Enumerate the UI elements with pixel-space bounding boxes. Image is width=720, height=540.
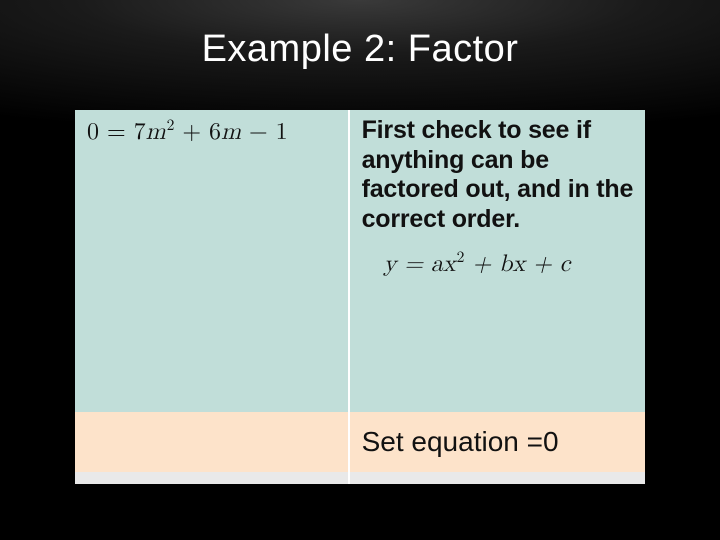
hint-cell: First check to see if anything can be fa…: [349, 110, 645, 412]
table-row: [75, 472, 645, 484]
equation-cell: 0 = 7m2 + 6m − 1: [75, 110, 349, 412]
step-cell: Set equation =0: [349, 412, 645, 472]
eq-part: + 6: [174, 120, 221, 144]
formula-var: x: [443, 252, 456, 276]
eq-var: m: [146, 120, 166, 144]
standard-form-formula: y = ax2 + bx + c: [384, 250, 635, 279]
step-text: Set equation =0: [362, 418, 635, 464]
eq-part: 0 = 7: [87, 120, 146, 144]
slide: Example 2: Factor 0 = 7m2 + 6m − 1 First…: [0, 0, 720, 540]
formula-part: + c: [525, 252, 570, 276]
eq-part: − 1: [241, 120, 288, 144]
table-row: Set equation =0: [75, 412, 645, 472]
table-row: 0 = 7m2 + 6m − 1 First check to see if a…: [75, 110, 645, 412]
hint-text: First check to see if anything can be fa…: [362, 116, 635, 234]
empty-cell: [349, 472, 645, 484]
formula-part: + b: [464, 252, 512, 276]
empty-cell: [75, 412, 349, 472]
empty-cell: [75, 472, 349, 484]
factor-table: 0 = 7m2 + 6m − 1 First check to see if a…: [75, 110, 645, 484]
eq-var: m: [221, 120, 241, 144]
content-table: 0 = 7m2 + 6m − 1 First check to see if a…: [75, 110, 645, 484]
formula-var: x: [512, 252, 525, 276]
equation-text: 0 = 7m2 + 6m − 1: [87, 116, 338, 147]
slide-title: Example 2: Factor: [0, 0, 720, 71]
formula-part: y = a: [384, 252, 443, 276]
